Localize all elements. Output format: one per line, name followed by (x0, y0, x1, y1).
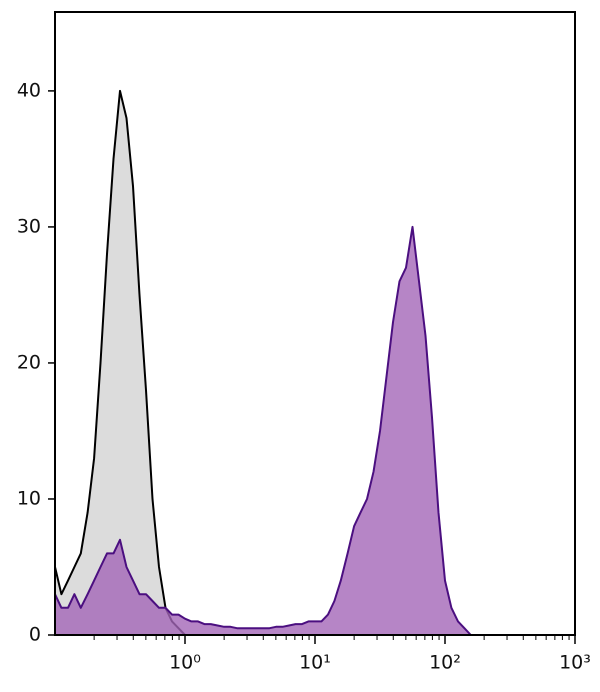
x-tick-label: 10³ (559, 652, 591, 674)
y-tick-label: 0 (29, 624, 41, 646)
x-tick-label: 10⁰ (169, 652, 201, 674)
x-tick-label: 10² (429, 652, 461, 674)
y-tick-label: 10 (17, 487, 41, 509)
y-tick-label: 30 (17, 215, 41, 237)
histogram-area (55, 226, 471, 635)
histogram-line (54, 225, 472, 636)
y-tick-label: 40 (17, 79, 41, 101)
x-tick-label: 10¹ (299, 652, 331, 674)
y-tick-label: 20 (17, 351, 41, 373)
